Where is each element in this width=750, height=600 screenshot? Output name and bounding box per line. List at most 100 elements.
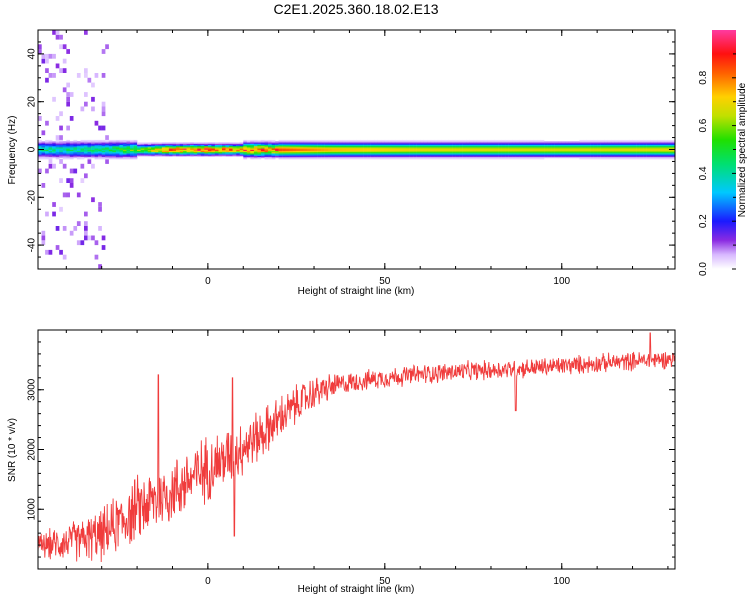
- spectrogram-cell: [314, 148, 318, 150]
- spectrogram-cell: [98, 147, 102, 149]
- spectrogram-cell: [427, 143, 432, 145]
- spectrogram-cell: [621, 150, 626, 153]
- spectrogram-cell: [338, 157, 343, 160]
- spectrogram-cell: [264, 148, 269, 150]
- spectrogram-cell: [494, 148, 499, 150]
- spectrogram-cell: [52, 148, 56, 150]
- spectrogram-cell: [554, 155, 559, 157]
- spectrogram-cell: [579, 153, 584, 155]
- spectrogram-cell: [533, 151, 538, 154]
- spectrogram-cell: [377, 151, 382, 154]
- spectrogram-cell: [186, 147, 191, 149]
- spectrogram-cell: [522, 144, 527, 147]
- spectrogram-cell: [388, 141, 393, 143]
- spectrogram-cell: [363, 153, 368, 155]
- spectrogram-cell: [512, 139, 516, 142]
- spectrogram-cell: [331, 143, 336, 145]
- spectrogram-cell: [395, 151, 400, 154]
- spectrogram-cell: [130, 151, 134, 154]
- spectrogram-cell: [154, 149, 159, 151]
- spectrogram-cell: [59, 154, 63, 156]
- spectrogram-cell: [452, 142, 456, 144]
- spectrogram-cell: [430, 143, 435, 145]
- spectrogram-cell: [48, 156, 53, 159]
- spectrogram-cell: [246, 150, 251, 153]
- spectrogram-cell: [505, 150, 509, 153]
- spectrogram-cell: [537, 154, 541, 156]
- spectrogram-cell: [161, 143, 166, 145]
- spectrogram-cell: [204, 153, 209, 155]
- spectrogram-cell: [147, 150, 152, 153]
- spectrogram-cell: [338, 145, 343, 148]
- spectrogram-cell: [296, 145, 301, 148]
- spectrogram-cell: [515, 142, 520, 144]
- spectrogram-cell: [625, 156, 630, 159]
- spectrogram-cell: [384, 157, 389, 160]
- spectrogram-cell: [186, 143, 191, 145]
- spectrogram-cell: [480, 139, 485, 142]
- spectrogram-cell: [229, 143, 233, 145]
- spectrogram-cell: [345, 150, 350, 153]
- spectrogram-cell: [130, 155, 134, 157]
- spectrogram-cell: [246, 155, 251, 157]
- spectrogram-cell: [98, 156, 102, 159]
- spectrogram-cell: [38, 153, 42, 155]
- spectrogram-cell: [292, 143, 297, 145]
- spectrogram-cell: [600, 147, 605, 149]
- spectrogram-cell: [338, 141, 343, 143]
- spectrogram-cell: [558, 151, 562, 154]
- spectrogram-cell: [112, 148, 117, 150]
- spectrogram-cell: [360, 141, 364, 143]
- spectrogram-cell: [611, 151, 616, 154]
- spectrogram-cell: [579, 156, 584, 159]
- spectrogram-cell: [66, 156, 71, 159]
- spectrogram-cell: [246, 141, 251, 143]
- spectrogram-cell: [197, 147, 202, 149]
- spectrogram-cell: [583, 148, 587, 150]
- spectrogram-cell: [381, 156, 386, 159]
- spectrogram-cell: [466, 151, 470, 154]
- spectrogram-cell: [452, 155, 456, 157]
- spectrogram-cell: [335, 139, 340, 142]
- spectrogram-cell: [650, 157, 654, 160]
- spectrogram-cell: [140, 150, 145, 153]
- spectrogram-cell: [572, 149, 577, 151]
- spectrogram-cell: [671, 153, 676, 155]
- spectrogram-cell: [342, 157, 347, 160]
- spectrogram-cell: [409, 155, 414, 157]
- spectrogram-cell: [409, 157, 414, 160]
- spectrogram-cell: [55, 153, 60, 155]
- spectrogram-y-axis-label: Frequency (Hz): [7, 116, 18, 185]
- spectrogram-cell: [222, 153, 226, 155]
- spectrogram-cell: [618, 144, 623, 147]
- spectrogram-cell: [360, 157, 364, 160]
- spectrogram-cell: [179, 151, 184, 154]
- spectrogram-cell: [253, 144, 258, 147]
- spectrogram-cell: [607, 156, 612, 159]
- spectrogram-cell: [600, 149, 605, 151]
- spectrogram-cell: [345, 149, 350, 151]
- spectrogram-cell: [250, 145, 255, 148]
- spectrogram-cell: [73, 155, 78, 157]
- spectrogram-cell: [639, 154, 644, 156]
- spectrogram-cell: [621, 151, 626, 154]
- spectrogram-cell: [73, 156, 78, 159]
- spectrogram-cell: [441, 153, 446, 155]
- spectrogram-cell: [512, 145, 516, 148]
- spectrogram-cell: [52, 154, 56, 156]
- spectrogram-cell: [416, 142, 421, 144]
- spectrogram-cell: [271, 139, 276, 142]
- spectrogram-cell: [476, 148, 481, 150]
- spectrogram-cell: [650, 154, 654, 156]
- spectrogram-cell: [494, 142, 499, 144]
- spectrogram-cell: [179, 143, 184, 145]
- spectrogram-cell: [395, 139, 400, 142]
- spectrogram-cell: [381, 149, 386, 151]
- spectrogram-cell: [236, 155, 240, 157]
- spectrogram-cell: [437, 139, 442, 142]
- spectrogram-cell: [420, 148, 424, 150]
- spectrogram-cell: [207, 153, 212, 155]
- spectrogram-cell: [374, 143, 378, 145]
- spectrogram-cell: [568, 143, 573, 145]
- spectrogram-cell: [356, 156, 361, 159]
